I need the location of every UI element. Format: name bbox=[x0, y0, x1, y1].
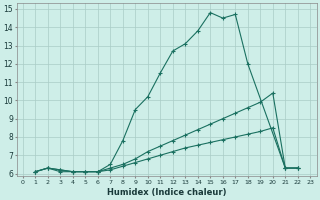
X-axis label: Humidex (Indice chaleur): Humidex (Indice chaleur) bbox=[107, 188, 226, 197]
